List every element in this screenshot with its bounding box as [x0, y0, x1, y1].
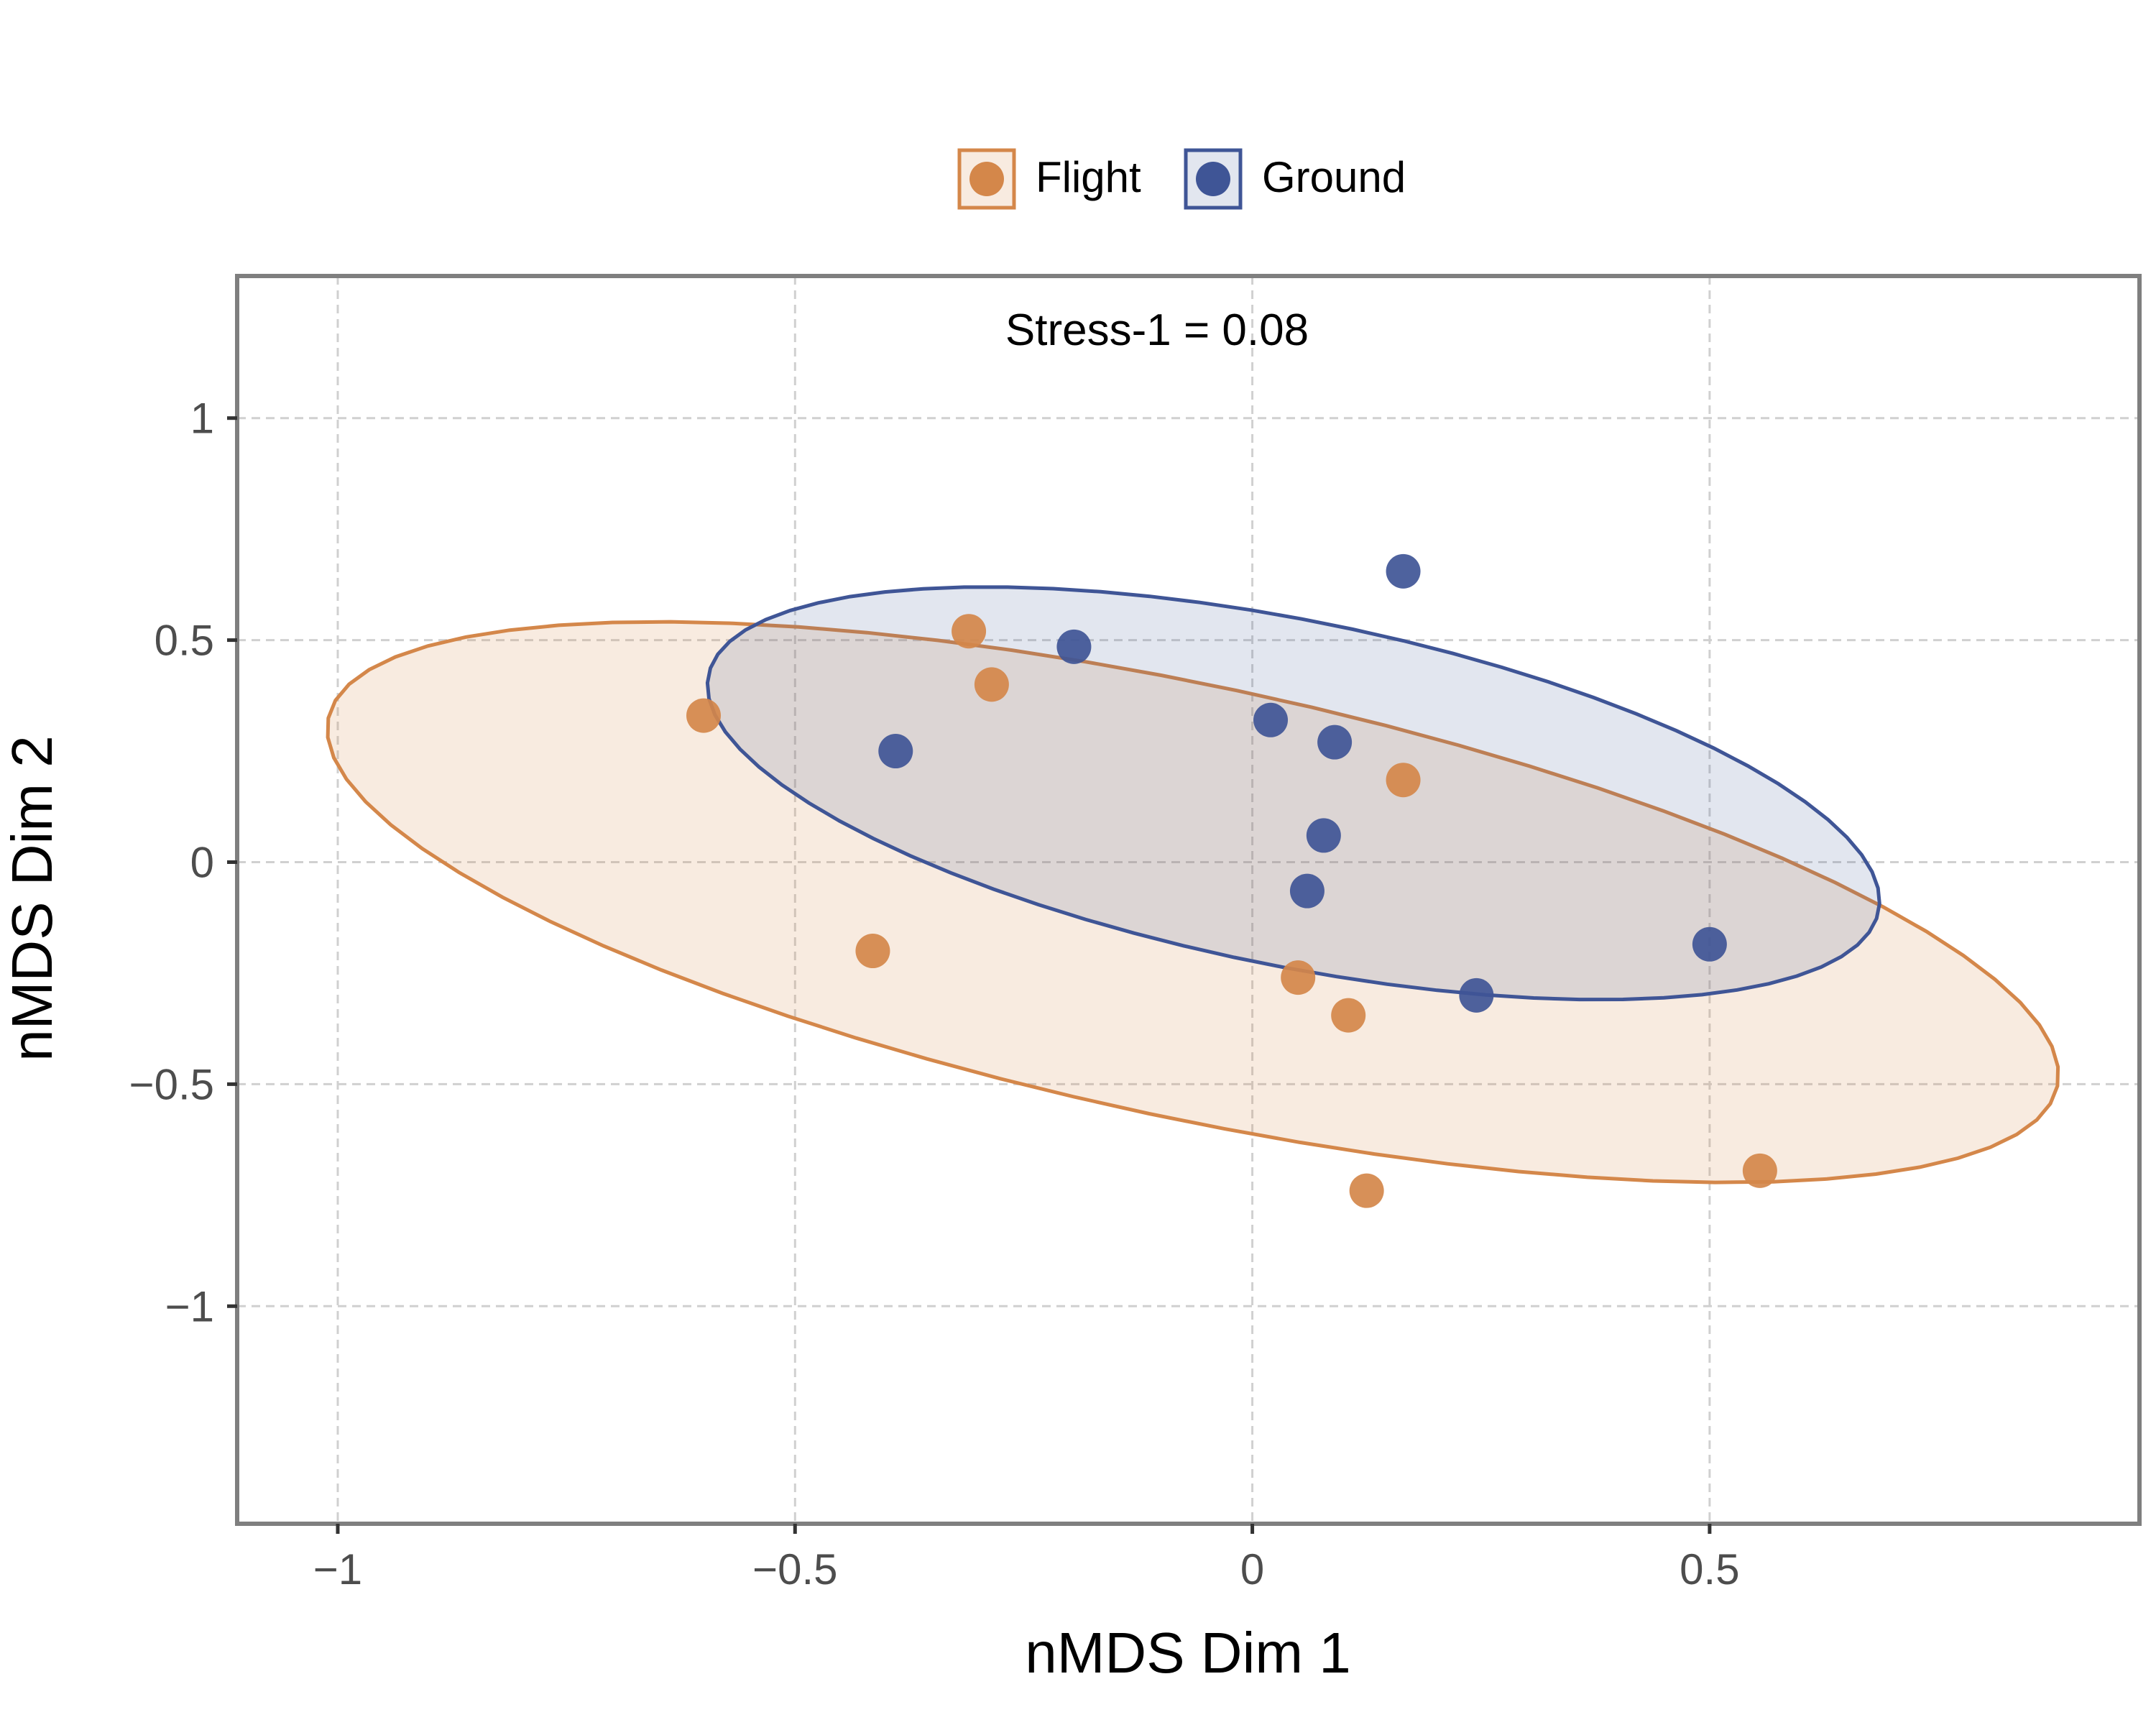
y-axis-title: nMDS Dim 2 [0, 735, 64, 1061]
point-flight-6 [1331, 998, 1366, 1033]
x-axis-title: nMDS Dim 1 [1025, 1621, 1350, 1685]
point-ground-1 [1056, 629, 1092, 664]
point-ground-5 [1306, 818, 1341, 853]
x-tick-label-3: 0.5 [1680, 1545, 1739, 1593]
y-tick-label-2: 0 [190, 838, 214, 886]
point-ground-0 [878, 734, 913, 769]
point-layer [686, 553, 1777, 1208]
point-flight-1 [952, 614, 987, 649]
point-ground-8 [1692, 926, 1727, 962]
point-ground-2 [1386, 553, 1421, 589]
point-flight-8 [1742, 1153, 1777, 1188]
x-tick-label-1: −0.5 [752, 1545, 837, 1593]
legend-marker-flight [969, 162, 1004, 196]
legend-item-flight: Flight [957, 148, 1141, 210]
point-flight-4 [1386, 763, 1421, 798]
point-ground-3 [1253, 702, 1289, 737]
y-tick-label-0: −1 [165, 1282, 214, 1330]
grid-layer [237, 276, 2139, 1524]
legend-item-ground: Ground [1184, 148, 1406, 210]
point-flight-0 [686, 698, 722, 733]
y-tick-label-1: −0.5 [129, 1060, 214, 1108]
point-flight-3 [855, 934, 890, 969]
stress-annotation: Stress-1 = 0.08 [1005, 305, 1309, 355]
point-flight-2 [974, 667, 1009, 702]
point-ground-4 [1317, 724, 1353, 760]
y-tick-label-3: 0.5 [155, 617, 214, 665]
legend-label-flight: Flight [1036, 153, 1141, 201]
tick-layer: −1 −0.5 0 0.5 −1 −0.5 0 0.5 1 [129, 395, 1740, 1593]
legend: Flight Ground [957, 148, 1406, 210]
point-ground-6 [1289, 873, 1325, 908]
legend-key-flight [957, 148, 1016, 210]
plot-panel-border [235, 274, 2142, 1526]
legend-label-ground: Ground [1262, 153, 1406, 201]
point-flight-5 [1281, 960, 1316, 995]
x-tick-label-0: −1 [313, 1545, 362, 1593]
ellipse-layer [326, 585, 2060, 1184]
legend-marker-ground [1196, 162, 1230, 196]
y-tick-label-4: 1 [190, 395, 214, 443]
x-tick-label-2: 0 [1240, 1545, 1264, 1593]
ellipse-flight [326, 620, 2060, 1184]
point-ground-7 [1459, 978, 1494, 1013]
point-flight-7 [1349, 1173, 1384, 1208]
